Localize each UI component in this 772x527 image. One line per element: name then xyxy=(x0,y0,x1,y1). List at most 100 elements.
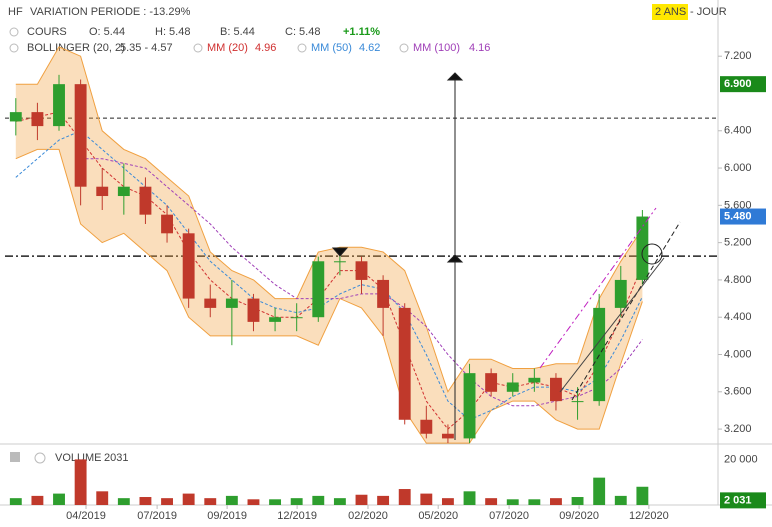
y-tick-label: 4.000 xyxy=(724,348,752,360)
volume-bar xyxy=(312,495,325,505)
ma-label: MM (100) xyxy=(413,42,460,54)
candle-body xyxy=(441,433,454,439)
volume-bar xyxy=(485,498,498,505)
volume-bar xyxy=(269,499,282,505)
y-tick-label: 6.400 xyxy=(724,125,752,137)
volume-bar xyxy=(355,494,368,505)
volume-bar xyxy=(96,491,109,505)
quote-open: O: 5.44 xyxy=(89,26,125,38)
volume-bar xyxy=(74,459,87,505)
volume-bar xyxy=(571,497,584,505)
volume-tick-label: 20 000 xyxy=(724,453,758,465)
candle-body xyxy=(550,377,562,402)
period-bg[interactable] xyxy=(652,4,688,20)
volume-bar xyxy=(333,498,346,505)
y-tick-label: 3.200 xyxy=(724,423,752,435)
candle-body xyxy=(485,373,498,392)
interval[interactable]: - JOUR xyxy=(690,6,727,18)
volume-bar xyxy=(441,498,454,505)
x-tick-label: 02/2020 xyxy=(348,510,388,522)
volume-bar xyxy=(550,498,562,505)
x-tick-label: 09/2020 xyxy=(559,510,599,522)
volume-bar xyxy=(463,491,476,505)
x-tick-label: 07/2019 xyxy=(137,510,177,522)
y-tick-label: 4.400 xyxy=(724,311,752,323)
quote-change: +1.11% xyxy=(343,26,380,38)
y-tick-label: 7.200 xyxy=(724,50,752,62)
volume-bar xyxy=(614,495,627,505)
candle-body xyxy=(571,401,584,403)
close-icon[interactable] xyxy=(10,452,20,462)
candle-body xyxy=(377,279,390,308)
gear-icon[interactable] xyxy=(399,43,409,53)
candle-body xyxy=(74,84,87,187)
candle-body xyxy=(269,317,282,322)
gear-icon[interactable] xyxy=(297,43,307,53)
candle-body xyxy=(636,216,649,280)
quote-label: COURS xyxy=(27,26,67,38)
x-tick-label: 05/2020 xyxy=(418,510,458,522)
quote-low: B: 5.44 xyxy=(220,26,255,38)
candle-body xyxy=(247,298,260,322)
candle-body xyxy=(9,112,22,122)
candle-body xyxy=(117,186,130,197)
quote-close: C: 5.48 xyxy=(285,26,320,38)
volume-bar xyxy=(204,498,217,505)
candle-body xyxy=(420,419,433,434)
volume-bar xyxy=(161,498,173,505)
volume-bar xyxy=(506,499,519,505)
candle-body xyxy=(333,261,346,263)
volume-marker-label: 2 031 xyxy=(724,494,752,506)
volume-bar xyxy=(528,499,541,505)
period[interactable]: 2 ANS xyxy=(655,6,686,18)
variation: VARIATION PERIODE : -13.29% xyxy=(30,6,191,18)
candle-body xyxy=(53,84,65,127)
candle-body xyxy=(355,261,368,280)
gear-icon[interactable] xyxy=(9,27,19,37)
x-tick-label: 12/2020 xyxy=(629,510,669,522)
candle-body xyxy=(182,233,195,299)
candle-body xyxy=(398,307,411,420)
candle-body xyxy=(96,186,109,197)
moving-average xyxy=(15,111,643,430)
moving-average xyxy=(15,130,643,421)
volume-bar xyxy=(420,493,433,505)
candle-body xyxy=(312,261,325,318)
x-tick-label: 12/2019 xyxy=(277,510,317,522)
ma-label: MM (20) xyxy=(207,42,248,54)
price-marker xyxy=(720,76,766,93)
gear-icon[interactable] xyxy=(34,452,46,464)
volume-bar xyxy=(377,495,390,505)
volume-bar xyxy=(247,499,260,505)
volume-bar xyxy=(398,489,411,505)
volume-bar xyxy=(182,493,195,505)
volume-bar xyxy=(290,498,303,505)
gear-icon[interactable] xyxy=(9,43,19,53)
ma-label: MM (50) xyxy=(311,42,352,54)
gear-icon[interactable] xyxy=(193,43,203,53)
candle-body xyxy=(614,279,627,308)
candle-body xyxy=(31,112,44,127)
y-tick-label: 5.200 xyxy=(724,237,752,249)
price-marker xyxy=(720,208,766,225)
y-tick-label: 5.600 xyxy=(724,199,752,211)
y-tick-label: 6.000 xyxy=(724,162,752,174)
ma-value: 4.96 xyxy=(255,42,276,54)
candle-body xyxy=(528,377,541,383)
candle-body xyxy=(225,298,238,308)
x-tick-label: 07/2020 xyxy=(489,510,529,522)
volume-bar xyxy=(593,477,606,505)
candle-body xyxy=(290,317,303,319)
price-marker-label: 6.900 xyxy=(724,78,752,90)
symbol: HF xyxy=(8,6,23,18)
bollinger-lower xyxy=(15,148,643,444)
ma-value: 4.16 xyxy=(469,42,490,54)
y-tick-label: 4.800 xyxy=(724,274,752,286)
ma-value: 4.62 xyxy=(359,42,380,54)
volume-bar xyxy=(31,495,44,505)
volume-label: VOLUME xyxy=(55,452,101,464)
candle-body xyxy=(161,214,173,234)
annotations xyxy=(331,72,681,440)
candle-body xyxy=(463,373,476,439)
volume-bar xyxy=(117,498,130,505)
